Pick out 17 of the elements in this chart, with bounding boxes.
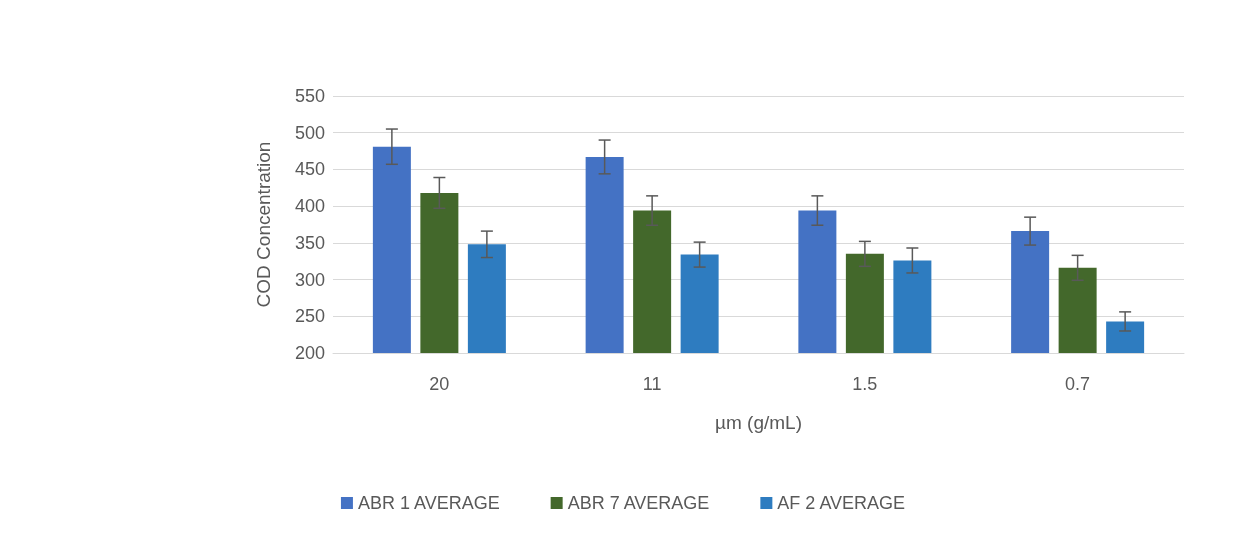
legend-label: ABR 1 AVERAGE [357,493,500,513]
y-tick-label: 250 [294,306,325,327]
x-tick-label: 11 [642,374,662,394]
x-tick-label: 1.5 [852,374,878,394]
y-axis-title: COD Concentration [253,141,274,308]
y-tick-label: 500 [294,122,325,143]
y-tick-label: 300 [294,269,325,290]
legend-label: ABR 7 AVERAGE [567,493,710,513]
y-tick-label: 400 [294,196,325,217]
x-axis-title: µm (g/mL) [715,412,802,433]
y-tick-label: 200 [294,343,325,363]
y-tick-label: 550 [294,86,325,106]
y-tick-label: 450 [294,159,325,180]
x-tick-label: 0.7 [1065,374,1091,394]
legend-label: AF 2 AVERAGE [777,493,906,513]
y-tick-label: 350 [294,232,325,253]
x-tick-label: 20 [429,374,450,394]
